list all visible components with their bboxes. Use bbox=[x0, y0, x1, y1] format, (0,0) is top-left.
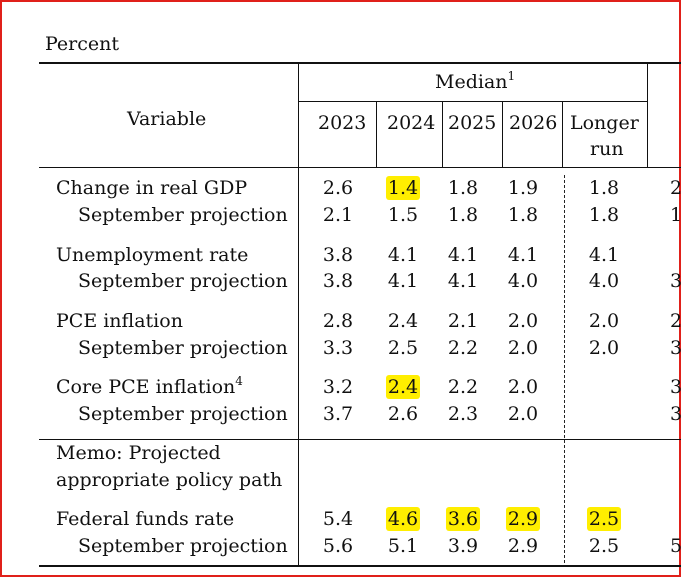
cell-2023: 5.4 bbox=[322, 508, 354, 530]
cell-2023: 3.8 bbox=[322, 270, 354, 292]
cell-longer-run: 2.5 bbox=[588, 535, 620, 557]
cell-2025: 1.8 bbox=[447, 177, 479, 199]
year-divider-4 bbox=[562, 101, 563, 168]
cell-clipped: 3 bbox=[670, 337, 681, 359]
cell-clipped: 3 bbox=[670, 403, 681, 425]
cell-2026: 2.0 bbox=[507, 376, 539, 398]
memo-line-1: Memo: Projected bbox=[56, 442, 221, 464]
year-divider-1 bbox=[376, 101, 377, 168]
cell-2023: 2.8 bbox=[322, 310, 354, 332]
year-2023-header: 2023 bbox=[318, 112, 367, 134]
cell-2023: 3.7 bbox=[322, 403, 354, 425]
row-label: September projection bbox=[78, 204, 288, 226]
cell-clipped: 1 bbox=[670, 204, 681, 226]
cell-longer-run: 1.8 bbox=[588, 177, 620, 199]
cell-2024: 1.4 bbox=[385, 176, 421, 200]
row-label: September projection bbox=[78, 270, 288, 292]
year-2024-header: 2024 bbox=[387, 112, 436, 134]
cell-2023: 2.6 bbox=[322, 177, 354, 199]
row-label: Federal funds rate bbox=[56, 508, 235, 530]
cell-2025: 2.3 bbox=[447, 403, 479, 425]
top-rule bbox=[39, 62, 681, 64]
cell-2025: 2.2 bbox=[447, 337, 479, 359]
cell-2024: 5.1 bbox=[387, 535, 419, 557]
cell-2024: 2.6 bbox=[387, 403, 419, 425]
bottom-rule bbox=[39, 565, 681, 567]
year-2025-header: 2025 bbox=[448, 112, 497, 134]
table-caption: Percent bbox=[45, 33, 120, 55]
row-label: September projection bbox=[78, 337, 288, 359]
memo-line-2: appropriate policy path bbox=[56, 469, 283, 491]
cell-2026: 4.0 bbox=[507, 270, 539, 292]
memo-rule bbox=[39, 439, 681, 440]
cell-2025: 3.6 bbox=[445, 507, 481, 531]
cell-2023: 3.2 bbox=[322, 376, 354, 398]
row-label: PCE inflation bbox=[56, 310, 183, 332]
longer-run-header-line2: run bbox=[590, 138, 624, 160]
cell-2023: 3.8 bbox=[322, 244, 354, 266]
cell-longer-run: 2.5 bbox=[586, 507, 622, 531]
row-label: September projection bbox=[78, 403, 288, 425]
cell-2024: 1.5 bbox=[387, 204, 419, 226]
median-header: Median1 bbox=[435, 69, 516, 93]
cell-2025: 2.2 bbox=[447, 376, 479, 398]
cell-clipped: 3 bbox=[670, 270, 681, 292]
cell-2025: 4.1 bbox=[447, 270, 479, 292]
cell-2026: 4.1 bbox=[507, 244, 539, 266]
cell-clipped: 2 bbox=[670, 310, 681, 332]
cell-2026: 1.8 bbox=[507, 204, 539, 226]
cell-longer-run: 4.0 bbox=[588, 270, 620, 292]
cell-2026: 1.9 bbox=[507, 177, 539, 199]
cell-2023: 5.6 bbox=[322, 535, 354, 557]
cell-2026: 2.0 bbox=[507, 337, 539, 359]
header-rule bbox=[39, 167, 681, 168]
longer-run-header-line1: Longer bbox=[570, 112, 639, 134]
cell-2025: 2.1 bbox=[447, 310, 479, 332]
row-label: Change in real GDP bbox=[56, 177, 248, 199]
cell-2024: 4.1 bbox=[387, 270, 419, 292]
cell-clipped: 3 bbox=[670, 376, 681, 398]
median-right-rule bbox=[647, 62, 648, 168]
cell-longer-run: 1.8 bbox=[588, 204, 620, 226]
year-divider-3 bbox=[502, 101, 503, 168]
cell-2025: 3.9 bbox=[447, 535, 479, 557]
median-rule bbox=[298, 101, 648, 102]
cell-longer-run: 2.0 bbox=[588, 337, 620, 359]
cell-2025: 4.1 bbox=[447, 244, 479, 266]
year-divider-2 bbox=[442, 101, 443, 168]
cell-2024: 2.4 bbox=[385, 375, 421, 399]
cell-2026: 2.9 bbox=[507, 535, 539, 557]
cell-clipped: 2 bbox=[670, 177, 681, 199]
variable-header: Variable bbox=[127, 108, 207, 130]
cell-2024: 2.5 bbox=[387, 337, 419, 359]
row-label: Unemployment rate bbox=[56, 244, 249, 266]
row-label: September projection bbox=[78, 535, 288, 557]
cell-longer-run: 4.1 bbox=[588, 244, 620, 266]
cell-2024: 4.1 bbox=[387, 244, 419, 266]
cell-2023: 2.1 bbox=[322, 204, 354, 226]
cell-2024: 4.6 bbox=[385, 507, 421, 531]
cell-2023: 3.3 bbox=[322, 337, 354, 359]
variable-column-rule bbox=[298, 62, 299, 440]
cell-2025: 1.8 bbox=[447, 204, 479, 226]
row-label: Core PCE inflation4 bbox=[56, 374, 243, 398]
cell-2026: 2.0 bbox=[507, 403, 539, 425]
cell-longer-run: 2.0 bbox=[588, 310, 620, 332]
cell-clipped: 5 bbox=[670, 535, 681, 557]
variable-column-rule-memo bbox=[298, 439, 299, 565]
cell-2024: 2.4 bbox=[387, 310, 419, 332]
cell-2026: 2.0 bbox=[507, 310, 539, 332]
cell-2026: 2.9 bbox=[505, 507, 541, 531]
longer-run-dashed-rule bbox=[564, 175, 565, 563]
year-2026-header: 2026 bbox=[509, 112, 558, 134]
